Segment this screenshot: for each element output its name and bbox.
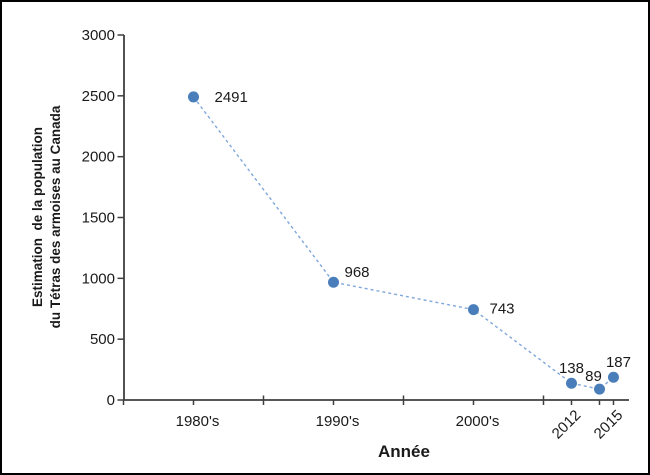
- data-point-2000's: [467, 304, 479, 316]
- y-axis-tick-label: 2000: [82, 149, 115, 166]
- y-axis-title-line1: Estimation de la population: [30, 127, 45, 308]
- y-axis-tick-label: 3000: [82, 27, 115, 44]
- x-axis-tick-label: 2000's: [456, 413, 500, 430]
- data-point-2015: [607, 371, 619, 383]
- data-label-1980's: 2491: [214, 89, 247, 106]
- y-axis-title-line2: du Tétras des armoises au Canada: [48, 105, 63, 329]
- data-label-2000's: 743: [489, 301, 514, 318]
- y-axis-tick-label: 500: [90, 331, 115, 348]
- y-axis-tick-label: 1500: [82, 210, 115, 227]
- data-point-2014: [593, 383, 605, 395]
- data-label-1990's: 968: [344, 264, 369, 281]
- x-axis-title: Année: [378, 442, 430, 461]
- x-axis-tick-label-rotated: 2015: [591, 407, 627, 443]
- series-line: [192, 96, 614, 390]
- data-point-2012: [565, 377, 577, 389]
- y-axis-title: Estimation de la population du Tétras des…: [29, 17, 67, 417]
- x-axis-tick-label-rotated: 2012: [549, 407, 585, 443]
- data-label-2015: 187: [606, 354, 631, 371]
- x-axis-tick-label: 1980's: [176, 413, 220, 430]
- data-label-2012: 138: [559, 360, 584, 377]
- data-point-1980's: [187, 91, 199, 103]
- data-label-2014: 89: [585, 368, 602, 385]
- y-axis-tick-label: 2500: [82, 88, 115, 105]
- y-axis-tick-label: 0: [107, 392, 115, 409]
- data-point-1990's: [327, 276, 339, 288]
- x-axis-tick-label: 1990's: [316, 413, 360, 430]
- y-axis-tick-label: 1000: [82, 270, 115, 287]
